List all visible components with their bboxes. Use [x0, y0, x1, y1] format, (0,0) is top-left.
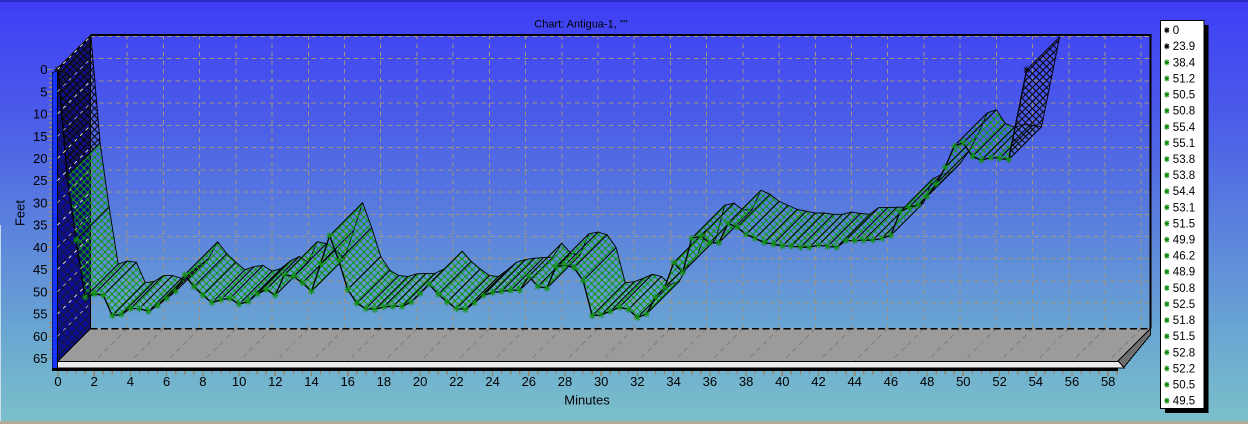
- svg-text:28: 28: [558, 374, 572, 389]
- svg-text:8: 8: [199, 374, 206, 389]
- svg-text:40: 40: [33, 240, 47, 255]
- svg-text:15: 15: [33, 129, 47, 144]
- svg-text:51.5: 51.5: [1173, 331, 1195, 343]
- svg-text:45: 45: [33, 262, 47, 277]
- svg-text:36: 36: [703, 374, 717, 389]
- svg-text:2: 2: [91, 374, 98, 389]
- svg-text:51.2: 51.2: [1173, 73, 1195, 85]
- svg-text:46: 46: [884, 374, 898, 389]
- svg-text:53.8: 53.8: [1173, 154, 1195, 166]
- svg-text:44: 44: [847, 374, 861, 389]
- svg-text:42: 42: [811, 374, 825, 389]
- svg-text:48.9: 48.9: [1173, 267, 1195, 279]
- svg-text:50: 50: [33, 284, 47, 299]
- svg-text:34: 34: [666, 374, 680, 389]
- svg-text:16: 16: [340, 374, 354, 389]
- svg-text:46.2: 46.2: [1173, 251, 1195, 263]
- svg-text:55.1: 55.1: [1173, 138, 1195, 150]
- svg-text:20: 20: [33, 151, 47, 166]
- svg-text:49.9: 49.9: [1173, 235, 1195, 247]
- svg-text:35: 35: [33, 218, 47, 233]
- svg-text:60: 60: [33, 329, 47, 344]
- svg-text:50.8: 50.8: [1173, 283, 1195, 295]
- svg-text:58: 58: [1101, 374, 1115, 389]
- svg-text:5: 5: [40, 84, 47, 99]
- svg-text:52.2: 52.2: [1173, 363, 1195, 375]
- svg-text:40: 40: [775, 374, 789, 389]
- svg-text:49.5: 49.5: [1173, 396, 1195, 408]
- svg-text:24: 24: [485, 374, 499, 389]
- svg-text:50.5: 50.5: [1173, 380, 1195, 392]
- svg-text:Minutes: Minutes: [564, 393, 610, 408]
- svg-text:22: 22: [449, 374, 463, 389]
- svg-text:55: 55: [33, 307, 47, 322]
- svg-text:38.4: 38.4: [1173, 57, 1196, 69]
- svg-text:53.1: 53.1: [1173, 202, 1195, 214]
- svg-text:52: 52: [992, 374, 1006, 389]
- svg-text:32: 32: [630, 374, 644, 389]
- svg-text:14: 14: [304, 374, 318, 389]
- svg-text:0: 0: [54, 374, 61, 389]
- svg-text:23.9: 23.9: [1173, 41, 1195, 53]
- svg-text:50: 50: [956, 374, 970, 389]
- svg-text:52.8: 52.8: [1173, 347, 1195, 359]
- svg-text:48: 48: [920, 374, 934, 389]
- svg-text:52.5: 52.5: [1173, 299, 1195, 311]
- svg-text:30: 30: [594, 374, 608, 389]
- svg-text:20: 20: [413, 374, 427, 389]
- svg-text:65: 65: [33, 351, 47, 366]
- svg-text:55.4: 55.4: [1173, 122, 1196, 134]
- svg-text:30: 30: [33, 195, 47, 210]
- svg-text:Feet: Feet: [13, 200, 28, 226]
- svg-text:10: 10: [33, 107, 47, 122]
- svg-text:10: 10: [232, 374, 246, 389]
- svg-text:51.5: 51.5: [1173, 218, 1195, 230]
- svg-text:Chart: Antigua-1, "": Chart: Antigua-1, "": [534, 19, 628, 31]
- svg-text:54: 54: [1029, 374, 1043, 389]
- svg-text:54.4: 54.4: [1173, 186, 1196, 198]
- svg-text:25: 25: [33, 173, 47, 188]
- svg-text:38: 38: [739, 374, 753, 389]
- svg-text:4: 4: [127, 374, 134, 389]
- svg-text:6: 6: [163, 374, 170, 389]
- svg-text:26: 26: [522, 374, 536, 389]
- svg-text:0: 0: [1173, 25, 1179, 37]
- svg-text:51.8: 51.8: [1173, 315, 1195, 327]
- svg-text:12: 12: [268, 374, 282, 389]
- svg-text:0: 0: [40, 62, 47, 77]
- svg-text:50.8: 50.8: [1173, 106, 1195, 118]
- svg-text:53.8: 53.8: [1173, 170, 1195, 182]
- svg-text:56: 56: [1065, 374, 1079, 389]
- svg-text:18: 18: [377, 374, 391, 389]
- svg-text:50.5: 50.5: [1173, 90, 1195, 102]
